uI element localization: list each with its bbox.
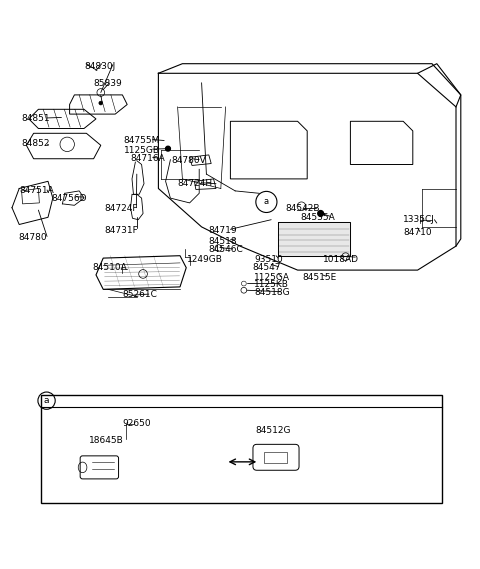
Text: 92650: 92650 bbox=[122, 419, 151, 428]
Text: 84731F: 84731F bbox=[105, 226, 138, 235]
Bar bbox=[41, 395, 442, 503]
Text: 84851: 84851 bbox=[22, 114, 50, 123]
Text: 84780V: 84780V bbox=[172, 156, 206, 165]
Text: 84716A: 84716A bbox=[131, 154, 165, 163]
Circle shape bbox=[318, 211, 324, 216]
Text: 84518G: 84518G bbox=[254, 288, 290, 297]
Text: 18645B: 18645B bbox=[89, 436, 124, 445]
Text: 84515E: 84515E bbox=[302, 273, 336, 282]
Text: 84724F: 84724F bbox=[105, 204, 138, 213]
Text: 1125GB: 1125GB bbox=[124, 146, 160, 155]
Text: 84755M: 84755M bbox=[124, 136, 160, 145]
Text: 84719: 84719 bbox=[209, 226, 238, 235]
Text: 84756D: 84756D bbox=[52, 193, 87, 203]
Text: 84546C: 84546C bbox=[209, 245, 243, 254]
Text: 1125KB: 1125KB bbox=[254, 280, 289, 289]
Bar bbox=[264, 452, 287, 463]
Text: 84710: 84710 bbox=[403, 228, 432, 237]
Text: a: a bbox=[44, 396, 49, 405]
Text: 84852: 84852 bbox=[22, 139, 50, 149]
Circle shape bbox=[166, 146, 170, 151]
Text: 84535A: 84535A bbox=[300, 213, 335, 222]
Text: 84510A: 84510A bbox=[93, 263, 127, 272]
Text: 1125GA: 1125GA bbox=[254, 273, 290, 282]
Text: 84751A: 84751A bbox=[19, 187, 54, 195]
Text: 1018AD: 1018AD bbox=[323, 254, 359, 263]
Text: a: a bbox=[264, 197, 269, 207]
Text: 85839: 85839 bbox=[94, 79, 122, 88]
Text: 84830J: 84830J bbox=[84, 61, 115, 71]
Text: 84518: 84518 bbox=[209, 237, 238, 246]
Text: 1249GB: 1249GB bbox=[187, 254, 223, 263]
Text: 84780: 84780 bbox=[18, 233, 47, 242]
Polygon shape bbox=[278, 222, 350, 255]
Text: 1335CJ: 1335CJ bbox=[403, 215, 435, 224]
Text: 85261C: 85261C bbox=[122, 290, 157, 299]
Text: 84724H: 84724H bbox=[178, 179, 213, 188]
Circle shape bbox=[99, 101, 103, 105]
Text: 93510: 93510 bbox=[254, 254, 283, 263]
Text: 84512G: 84512G bbox=[256, 426, 291, 435]
Text: 84547: 84547 bbox=[252, 263, 280, 272]
Text: 84542B: 84542B bbox=[286, 204, 320, 213]
